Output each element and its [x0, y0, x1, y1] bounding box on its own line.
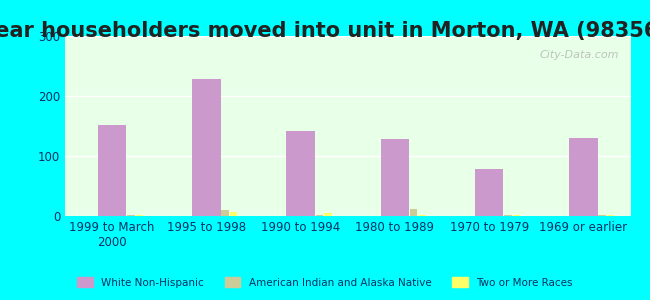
Bar: [230, 212, 237, 216]
Bar: [136, 215, 143, 216]
Text: City-Data.com: City-Data.com: [540, 50, 619, 60]
Bar: [192, 79, 220, 216]
Bar: [599, 215, 606, 216]
Text: Year householders moved into unit in Morton, WA (98356): Year householders moved into unit in Mor…: [0, 21, 650, 41]
Bar: [127, 215, 135, 216]
Bar: [381, 139, 409, 216]
Bar: [222, 210, 229, 216]
Bar: [513, 215, 520, 216]
Bar: [410, 209, 417, 216]
Bar: [569, 138, 597, 216]
Bar: [98, 125, 126, 216]
Bar: [504, 215, 512, 216]
Bar: [419, 215, 426, 216]
Bar: [287, 131, 315, 216]
Legend: White Non-Hispanic, American Indian and Alaska Native, Two or More Races: White Non-Hispanic, American Indian and …: [73, 273, 577, 292]
Bar: [316, 215, 323, 216]
Bar: [607, 215, 614, 216]
Bar: [324, 213, 332, 216]
Bar: [475, 169, 503, 216]
